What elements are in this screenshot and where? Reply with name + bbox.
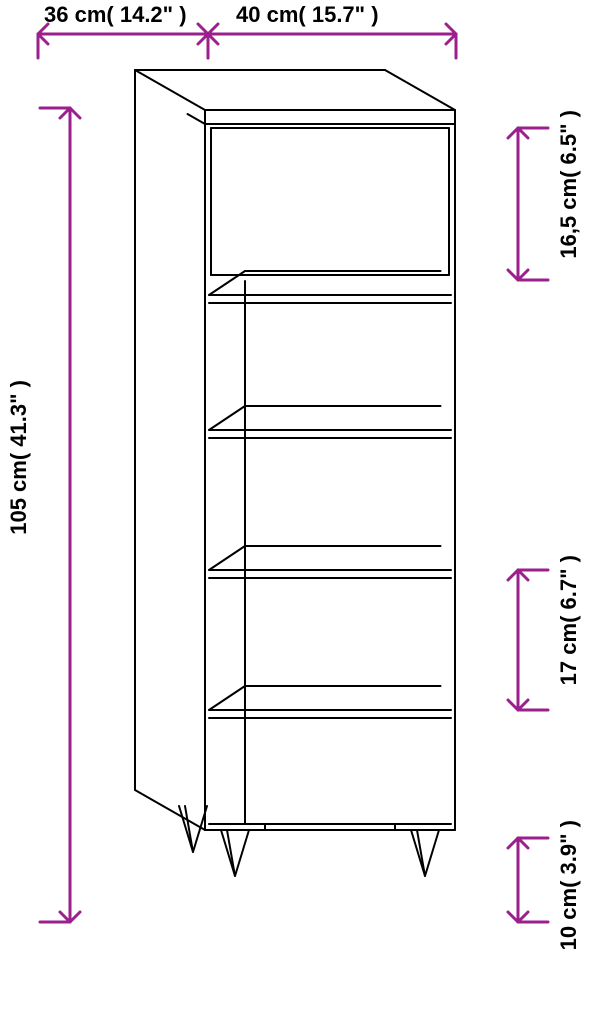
dim-cm: 10 cm <box>556 888 581 950</box>
cabinet-drawing <box>135 70 455 876</box>
dim-label-drawer: 16,5 cm( 6.5" ) <box>556 110 582 259</box>
dim-cm: 17 cm <box>556 623 581 685</box>
dimension-lines <box>38 24 548 922</box>
dim-in: 41.3" <box>6 393 31 446</box>
dim-cm: 105 cm <box>6 460 31 535</box>
diagram-stage: 36 cm( 14.2" ) 40 cm( 15.7" ) 105 cm( 41.3… <box>0 0 612 1020</box>
dim-label-leg: 10 cm( 3.9" ) <box>556 820 582 950</box>
diagram-svg <box>0 0 612 1020</box>
dim-cm: 40 cm <box>236 2 298 27</box>
dim-in: 15.7" <box>312 2 365 27</box>
dim-cm: 36 cm <box>44 2 106 27</box>
dim-in: 6.5" <box>556 123 581 164</box>
dim-label-depth: 36 cm( 14.2" ) <box>44 2 187 28</box>
dim-label-width: 40 cm( 15.7" ) <box>236 2 379 28</box>
dim-in: 3.9" <box>556 833 581 874</box>
dim-in: 6.7" <box>556 568 581 609</box>
dim-in: 14.2" <box>120 2 173 27</box>
dim-label-shelf: 17 cm( 6.7" ) <box>556 555 582 685</box>
dim-cm: 16,5 cm <box>556 178 581 259</box>
dim-label-height: 105 cm( 41.3" ) <box>6 380 32 535</box>
